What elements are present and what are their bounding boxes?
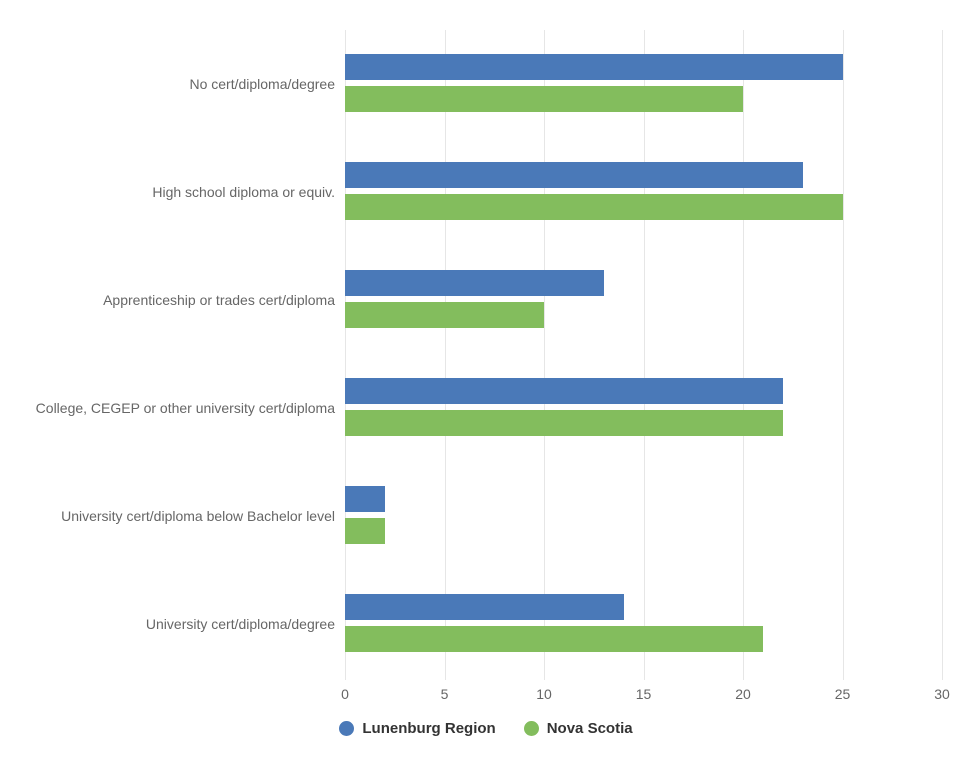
category-group (345, 354, 942, 462)
y-category-label: College, CEGEP or other university cert/… (15, 354, 335, 462)
y-category-label: University cert/diploma below Bachelor l… (15, 462, 335, 570)
bar-series-a (345, 378, 783, 404)
bar-series-b (345, 302, 544, 328)
y-category-label: No cert/diploma/degree (15, 30, 335, 138)
category-group (345, 30, 942, 138)
bar-series-b (345, 626, 763, 652)
y-category-label: University cert/diploma/degree (15, 570, 335, 678)
x-tick-label: 20 (723, 686, 763, 702)
bar-series-b (345, 518, 385, 544)
bar-series-b (345, 410, 783, 436)
y-category-label: High school diploma or equiv. (15, 138, 335, 246)
category-group (345, 462, 942, 570)
plot-area: 051015202530 (345, 30, 942, 680)
bar-series-b (345, 86, 743, 112)
legend-label: Lunenburg Region (362, 720, 495, 737)
bar-series-a (345, 486, 385, 512)
legend: Lunenburg Region Nova Scotia (0, 720, 972, 741)
gridline (942, 30, 943, 680)
bar-series-a (345, 594, 624, 620)
legend-item: Lunenburg Region (339, 720, 495, 737)
x-tick-label: 0 (325, 686, 365, 702)
category-group (345, 570, 942, 678)
legend-swatch (524, 721, 539, 736)
bar-series-a (345, 270, 604, 296)
x-tick-label: 5 (425, 686, 465, 702)
legend-swatch (339, 721, 354, 736)
x-tick-label: 30 (922, 686, 962, 702)
x-tick-label: 25 (823, 686, 863, 702)
category-group (345, 138, 942, 246)
bar-series-b (345, 194, 843, 220)
bar-series-a (345, 54, 843, 80)
category-group (345, 246, 942, 354)
x-tick-label: 15 (624, 686, 664, 702)
x-tick-label: 10 (524, 686, 564, 702)
bar-chart: 051015202530 No cert/diploma/degreeHigh … (0, 0, 972, 772)
bar-series-a (345, 162, 803, 188)
legend-label: Nova Scotia (547, 720, 633, 737)
legend-item: Nova Scotia (524, 720, 633, 737)
y-category-label: Apprenticeship or trades cert/diploma (15, 246, 335, 354)
